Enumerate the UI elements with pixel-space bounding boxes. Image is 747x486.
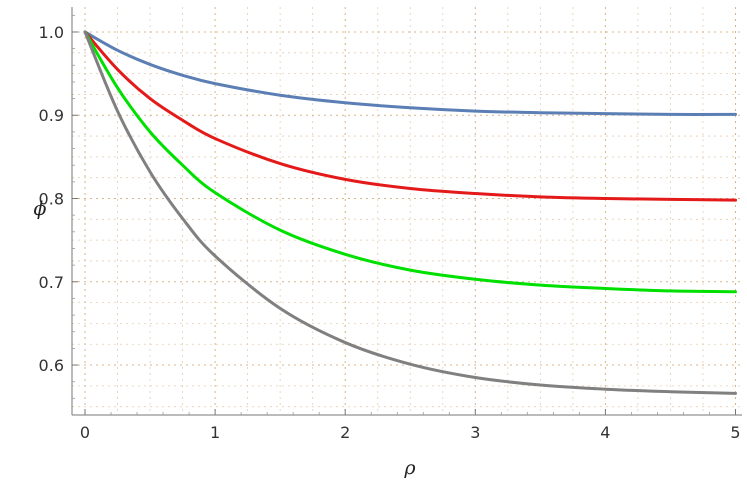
series-lines — [83, 30, 737, 395]
x-tick-label: 0 — [80, 423, 90, 442]
series-line-3 — [83, 30, 737, 294]
axes — [71, 7, 742, 416]
y-tick-label: 0.6 — [39, 356, 64, 375]
y-tick-label: 0.9 — [39, 106, 64, 125]
x-axis-label: ρ — [403, 457, 416, 479]
x-tick-label: 5 — [730, 423, 740, 442]
x-tick-label: 1 — [210, 423, 220, 442]
x-tick-label: 4 — [600, 423, 610, 442]
y-tick-label: 0.8 — [39, 190, 64, 209]
y-tick-label: 0.7 — [39, 273, 64, 292]
x-tick-label: 3 — [470, 423, 480, 442]
y-tick-label: 1.0 — [39, 23, 64, 42]
x-tick-label: 2 — [340, 423, 350, 442]
tick-labels: 0 1 2 3 4 5 0.6 0.7 0.8 0.9 1.0 — [39, 23, 741, 442]
series-line-4 — [83, 30, 737, 395]
series-line-1 — [83, 30, 737, 116]
series-line-2 — [83, 30, 737, 202]
y-axis-label: ϕ — [34, 198, 47, 220]
